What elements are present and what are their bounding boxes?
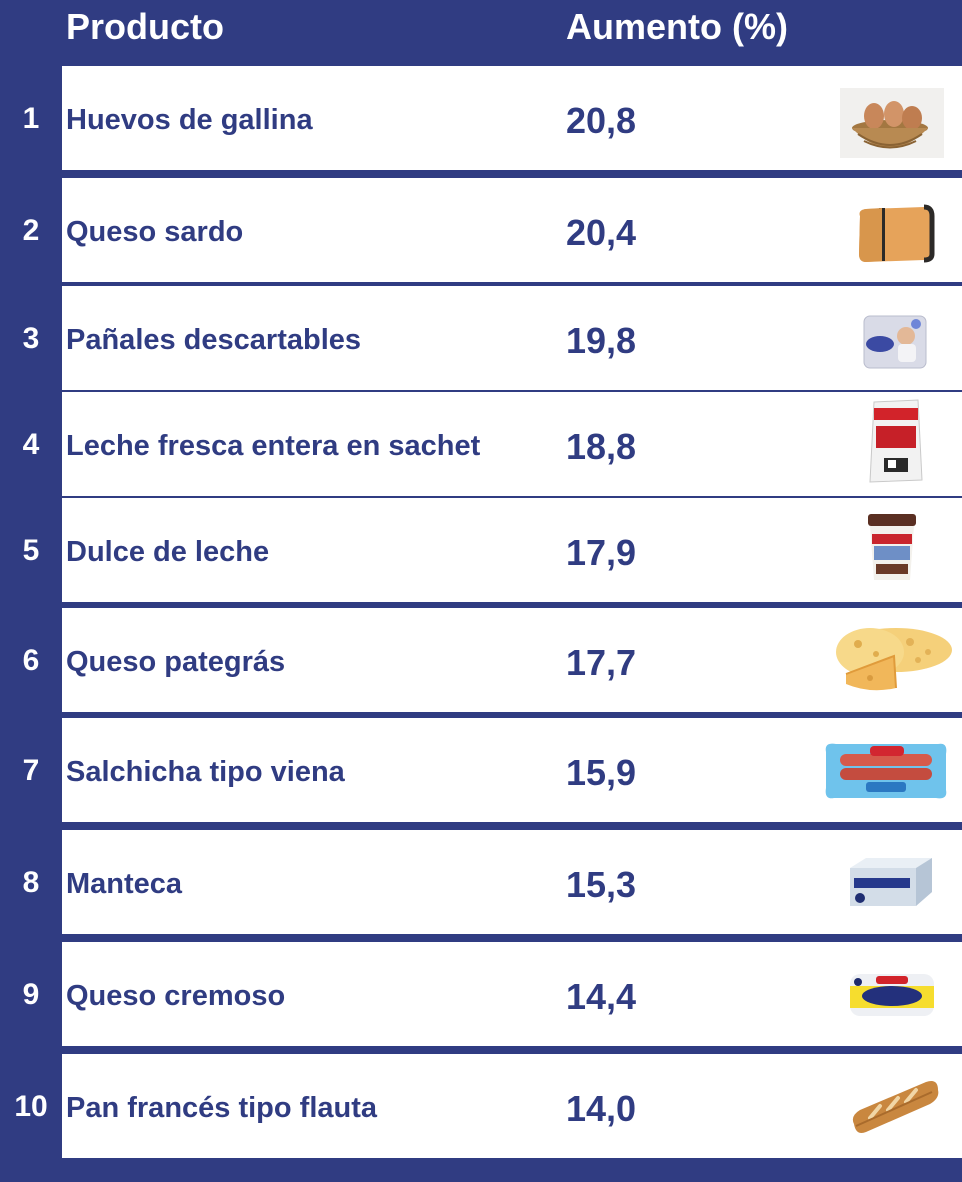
cream-cheese-icon xyxy=(846,968,938,1022)
product-name: Dulce de leche xyxy=(66,536,270,568)
diaper-pack-icon xyxy=(860,300,930,372)
table-row: 5 Dulce de leche 17,9 xyxy=(0,498,962,606)
rank-number: 4 xyxy=(22,428,40,461)
product-name: Pañales descartables xyxy=(66,324,362,356)
increase-value: 20,8 xyxy=(566,100,637,141)
row-cell: Salchicha tipo viena 15,9 xyxy=(62,718,962,822)
table-row: 2 Queso sardo 20,4 xyxy=(0,178,962,286)
increase-value: 18,8 xyxy=(566,426,637,467)
row-cell: Manteca 15,3 xyxy=(62,830,962,934)
product-name: Salchicha tipo viena xyxy=(66,756,345,788)
rank-number: 2 xyxy=(22,214,40,247)
bread-loaf-icon xyxy=(846,1076,942,1140)
row-cell: Dulce de leche 17,9 xyxy=(62,498,962,602)
row-cell: Huevos de gallina 20,8 xyxy=(62,66,962,170)
product-name: Pan francés tipo flauta xyxy=(66,1092,378,1124)
rank-number: 3 xyxy=(22,322,40,355)
table-row: 6 Queso pategrás 17,7 xyxy=(0,608,962,716)
hard-cheese-icon xyxy=(852,202,936,266)
rank-number: 5 xyxy=(22,534,40,567)
product-name: Manteca xyxy=(66,868,183,900)
product-name: Huevos de gallina xyxy=(66,104,313,136)
table-row: 8 Manteca 15,3 xyxy=(0,830,962,938)
sausage-pack-icon xyxy=(820,738,950,804)
increase-value: 17,9 xyxy=(566,532,637,573)
row-cell: Leche fresca entera en sachet 18,8 xyxy=(62,392,962,496)
row-cell: Pañales descartables 19,8 xyxy=(62,286,962,390)
increase-value: 20,4 xyxy=(566,212,637,253)
rank-number: 9 xyxy=(22,978,40,1011)
increase-value: 15,9 xyxy=(566,752,637,793)
increase-value: 14,0 xyxy=(566,1088,637,1129)
product-name: Queso sardo xyxy=(66,216,244,248)
increase-value: 17,7 xyxy=(566,642,637,683)
column-header-increase: Aumento (%) xyxy=(566,6,788,47)
product-name: Queso cremoso xyxy=(66,980,286,1012)
table-row: 3 Pañales descartables 19,8 xyxy=(0,286,962,394)
rank-number: 6 xyxy=(22,644,40,677)
table-row: 9 Queso cremoso 14,4 xyxy=(0,942,962,1050)
table-row: 4 Leche fresca entera en sachet 18,8 xyxy=(0,392,962,500)
milk-sachet-icon xyxy=(866,396,926,486)
dulce-de-leche-jar-icon xyxy=(864,512,920,584)
swiss-cheese-icon xyxy=(824,622,962,694)
increase-value: 15,3 xyxy=(566,864,637,905)
rank-number: 8 xyxy=(22,866,40,899)
butter-box-icon xyxy=(846,854,936,910)
product-name: Leche fresca entera en sachet xyxy=(66,430,481,462)
column-header-product: Producto xyxy=(66,6,224,47)
table-row: 1 Huevos de gallina 20,8 xyxy=(0,66,962,174)
row-cell: Queso sardo 20,4 xyxy=(62,178,962,282)
increase-value: 19,8 xyxy=(566,320,637,361)
row-cell: Queso pategrás 17,7 xyxy=(62,608,962,712)
rank-number: 10 xyxy=(14,1090,48,1123)
product-name: Queso pategrás xyxy=(66,646,286,678)
table-header: Producto Aumento (%) xyxy=(0,0,962,66)
increase-value: 14,4 xyxy=(566,976,637,1017)
row-cell: Pan francés tipo flauta 14,0 xyxy=(62,1054,962,1158)
table-row: 7 Salchicha tipo viena 15,9 xyxy=(0,718,962,826)
egg-basket-icon xyxy=(840,88,944,158)
rank-number: 1 xyxy=(22,102,40,135)
row-cell: Queso cremoso 14,4 xyxy=(62,942,962,1046)
rank-number: 7 xyxy=(22,754,40,787)
table-row: 10 Pan francés tipo flauta 14,0 xyxy=(0,1054,962,1162)
